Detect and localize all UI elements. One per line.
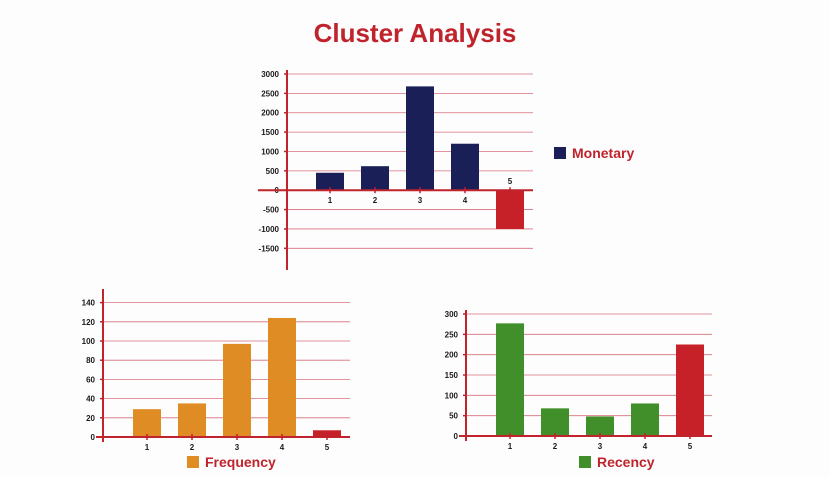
x-tick-label: 5 — [325, 443, 330, 452]
y-tick-label: 120 — [82, 318, 96, 327]
frequency-chart: 140 120 100 80 60 40 20 0 1 2 3 4 5 Frequency — [82, 289, 350, 470]
y-tick-label: 100 — [445, 391, 459, 400]
y-tick-label: 500 — [266, 167, 280, 176]
x-tick-label: 2 — [553, 442, 558, 451]
legend-swatch — [187, 456, 199, 468]
y-tick-label: 60 — [86, 375, 95, 384]
legend-label: Frequency — [205, 454, 276, 470]
y-tick-label: 1500 — [261, 128, 279, 137]
bar-frequency-5 — [313, 430, 341, 437]
bar-recency-3 — [586, 416, 614, 436]
y-tick-label: 1000 — [261, 147, 279, 156]
legend-recency: Recency — [579, 454, 655, 470]
y-tick-label: 150 — [445, 371, 459, 380]
x-tick-label: 5 — [688, 442, 693, 451]
bar-frequency-3 — [223, 343, 251, 437]
legend-frequency: Frequency — [187, 454, 276, 470]
bar-frequency-1 — [133, 409, 161, 437]
y-tick-label: 50 — [449, 412, 458, 421]
bar-recency-5 — [676, 344, 704, 436]
y-tick-label: 40 — [86, 395, 95, 404]
x-tick-label: 4 — [280, 443, 285, 452]
y-tick-label: 2500 — [261, 89, 279, 98]
x-tick-label: 1 — [328, 196, 333, 205]
x-tick-label: 1 — [145, 443, 150, 452]
recency-chart: 300 250 200 150 100 50 0 1 2 3 4 5 Recency — [445, 310, 712, 470]
bar-monetary-5 — [496, 190, 524, 229]
bar-recency-1 — [496, 323, 524, 436]
y-tick-label: 20 — [86, 414, 95, 423]
bar-monetary-3 — [406, 86, 434, 191]
x-tick-label: 3 — [598, 442, 603, 451]
monetary-chart: 300025002000150010005000-500-1000-150012… — [258, 70, 634, 270]
bar-frequency-2 — [178, 403, 206, 437]
x-tick-label: 5 — [508, 177, 513, 186]
bar-monetary-4 — [451, 143, 479, 191]
y-tick-label: -1000 — [259, 225, 280, 234]
x-tick-label: 3 — [235, 443, 240, 452]
y-tick-label: 0 — [454, 432, 459, 441]
page-title: Cluster Analysis — [313, 18, 517, 48]
x-tick-label: 1 — [508, 442, 513, 451]
x-tick-label: 4 — [643, 442, 648, 451]
y-tick-label: 300 — [445, 310, 459, 319]
y-tick-label: -500 — [263, 206, 280, 215]
y-tick-label: -1500 — [259, 244, 280, 253]
y-tick-label: 200 — [445, 351, 459, 360]
y-tick-label: 3000 — [261, 70, 279, 79]
x-tick-label: 2 — [373, 196, 378, 205]
y-tick-label: 100 — [82, 337, 96, 346]
legend-monetary: Monetary — [554, 145, 634, 161]
y-tick-label: 2000 — [261, 109, 279, 118]
legend-swatch — [579, 456, 591, 468]
legend-label: Monetary — [572, 145, 634, 161]
y-tick-label: 250 — [445, 330, 459, 339]
y-tick-label: 80 — [86, 356, 95, 365]
y-tick-label: 140 — [82, 299, 96, 308]
bar-recency-2 — [541, 408, 569, 436]
bar-recency-4 — [631, 403, 659, 436]
y-tick-label: 0 — [91, 433, 96, 442]
legend-label: Recency — [597, 454, 655, 470]
bar-monetary-1 — [316, 172, 344, 191]
bar-monetary-2 — [361, 166, 389, 191]
x-tick-label: 3 — [418, 196, 423, 205]
x-tick-label: 4 — [463, 196, 468, 205]
legend-swatch — [554, 147, 566, 159]
x-tick-label: 2 — [190, 443, 195, 452]
bar-frequency-4 — [268, 317, 296, 437]
